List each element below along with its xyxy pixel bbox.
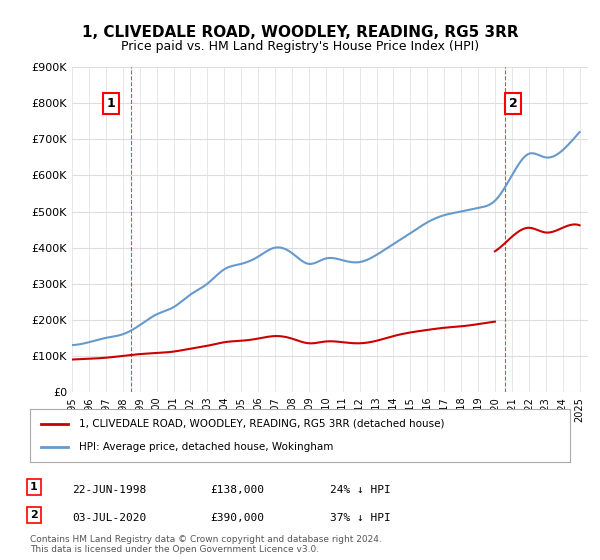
Text: 2: 2 [30, 510, 38, 520]
Text: 1: 1 [30, 482, 38, 492]
Text: £390,000: £390,000 [210, 513, 264, 523]
Text: 1, CLIVEDALE ROAD, WOODLEY, READING, RG5 3RR: 1, CLIVEDALE ROAD, WOODLEY, READING, RG5… [82, 25, 518, 40]
Text: 37% ↓ HPI: 37% ↓ HPI [330, 513, 391, 523]
Text: £138,000: £138,000 [210, 485, 264, 495]
Text: Contains HM Land Registry data © Crown copyright and database right 2024.
This d: Contains HM Land Registry data © Crown c… [30, 535, 382, 554]
Text: 1, CLIVEDALE ROAD, WOODLEY, READING, RG5 3RR (detached house): 1, CLIVEDALE ROAD, WOODLEY, READING, RG5… [79, 419, 444, 429]
Text: 03-JUL-2020: 03-JUL-2020 [72, 513, 146, 523]
Text: Price paid vs. HM Land Registry's House Price Index (HPI): Price paid vs. HM Land Registry's House … [121, 40, 479, 53]
Text: 22-JUN-1998: 22-JUN-1998 [72, 485, 146, 495]
Text: 24% ↓ HPI: 24% ↓ HPI [330, 485, 391, 495]
Text: 1: 1 [107, 97, 115, 110]
Text: HPI: Average price, detached house, Wokingham: HPI: Average price, detached house, Woki… [79, 442, 333, 452]
Text: 2: 2 [509, 97, 518, 110]
